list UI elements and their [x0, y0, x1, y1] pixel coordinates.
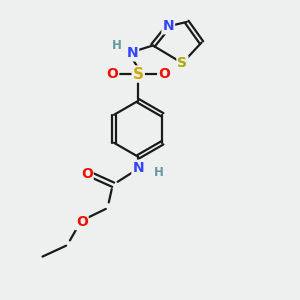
Text: H: H [154, 166, 164, 178]
Text: O: O [158, 67, 170, 81]
Text: S: S [133, 67, 144, 82]
Text: N: N [127, 46, 138, 60]
Text: O: O [81, 167, 93, 181]
Text: N: N [132, 161, 144, 175]
Text: H: H [112, 39, 122, 52]
Text: N: N [162, 19, 174, 33]
Text: O: O [76, 215, 88, 229]
Text: S: S [177, 56, 188, 70]
Text: O: O [106, 67, 118, 81]
